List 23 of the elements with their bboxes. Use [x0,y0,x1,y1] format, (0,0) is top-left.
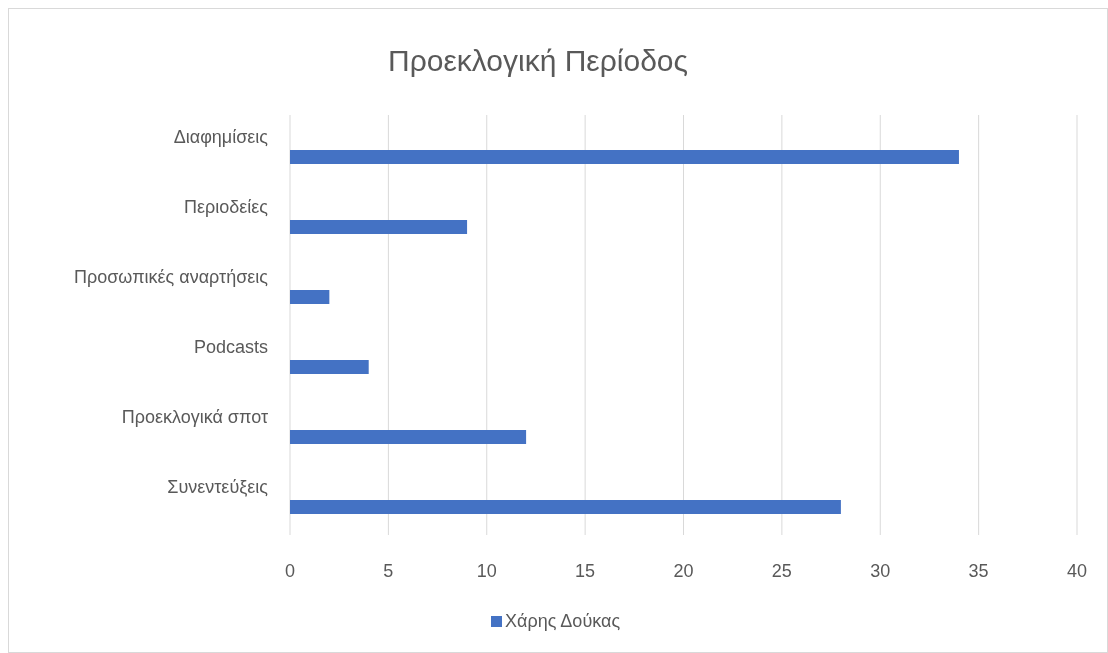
y-tick-label: Podcasts [193,336,268,357]
x-tick-label: 0 [284,561,296,581]
x-tick-label: 20 [673,561,694,581]
x-tick-label: 40 [1066,561,1088,581]
x-tick-label: 5 [383,561,394,581]
bar [290,430,527,444]
x-tick-label: 35 [968,561,989,581]
bar [290,360,369,374]
legend-label: Χάρης Δούκας [505,610,621,631]
y-tick-label: Προεκλογικά σποτ [121,406,268,427]
x-tick-label: 30 [870,561,891,581]
x-tick-label: 15 [575,561,596,581]
x-tick-label: 10 [476,561,497,581]
bar [290,500,841,514]
x-tick-label: 25 [771,561,792,581]
y-tick-label: Συνεντεύξεις [167,476,269,497]
chart-title: Προεκλογική Περίοδος [388,44,688,77]
y-tick-label: Διαφημίσεις [173,126,269,147]
y-tick-label: Περιοδείες [183,196,269,217]
bar [290,290,330,304]
y-tick-label: Προσωπικές αναρτήσεις [73,266,269,287]
bar [290,150,959,164]
bar [290,220,468,234]
